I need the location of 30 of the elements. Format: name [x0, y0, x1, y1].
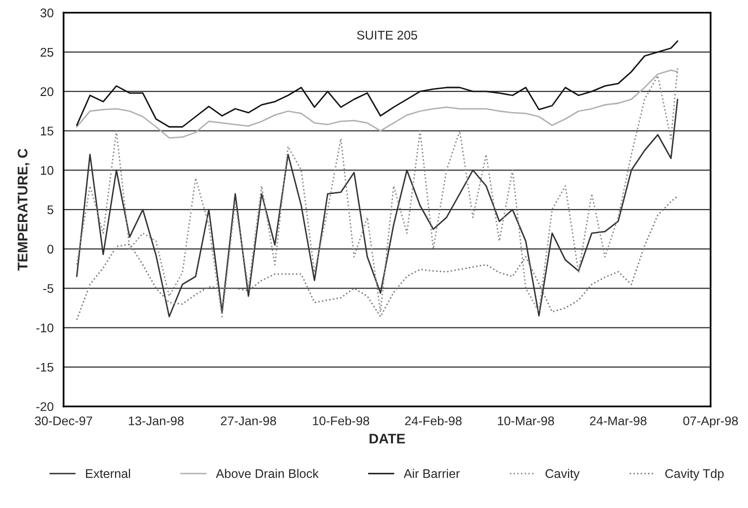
x-tick-label: 24-Feb-98: [405, 416, 462, 426]
legend-label: External: [86, 468, 130, 478]
x-tick-label: 10-Mar-98: [498, 416, 554, 426]
y-tick-label: 20: [40, 87, 54, 96]
x-tick-label: 30-Dec-97: [34, 416, 92, 426]
x-tick-label: 10-Feb-98: [312, 416, 370, 426]
text: SUITE 205: [357, 30, 418, 40]
y-tick-label: 25: [40, 48, 54, 57]
y-tick-label: 5: [47, 205, 54, 214]
legend-label: Above Drain Block: [216, 468, 319, 478]
y-tick-label: 10: [40, 166, 54, 175]
y-tick-label: 30: [40, 8, 54, 18]
y-axis-title: TEMPERATURE, C: [18, 148, 30, 271]
x-tick-label: 27-Jan-98: [220, 416, 276, 426]
x-tick-label: 24-Mar-98: [590, 416, 646, 426]
legend-label: Air Barrier: [404, 468, 460, 478]
y-tick-label: -20: [36, 402, 54, 412]
line-series: [76, 195, 678, 320]
x-tick-label: 07-Apr-98: [683, 416, 738, 428]
legend-label: Cavity Tdp: [665, 468, 724, 480]
y-tick-label: -10: [36, 323, 54, 332]
legend-label: Cavity: [546, 468, 580, 480]
line-series: [76, 40, 678, 128]
y-tick-label: 0: [47, 244, 54, 254]
x-tick-label: 13-Jan-98: [128, 416, 184, 426]
x-axis-title: DATE: [370, 434, 405, 444]
y-tick-label: -5: [43, 284, 54, 293]
y-tick-label: 15: [40, 126, 54, 136]
y-tick-label: -15: [36, 362, 54, 372]
line-series: [76, 69, 678, 139]
